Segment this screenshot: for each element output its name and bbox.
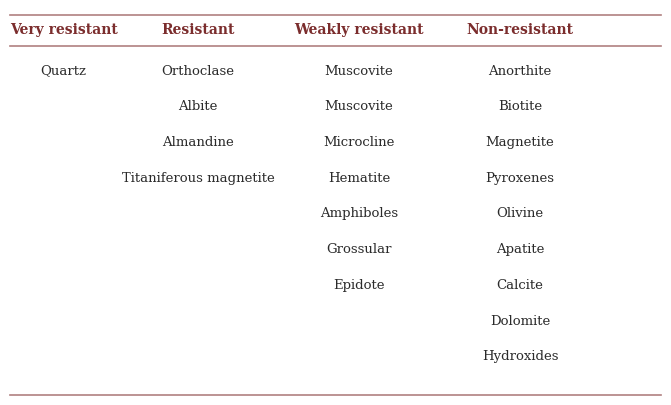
- Text: Muscovite: Muscovite: [325, 100, 393, 113]
- Text: Resistant: Resistant: [161, 23, 235, 37]
- Text: Titaniferous magnetite: Titaniferous magnetite: [121, 171, 274, 184]
- Text: Muscovite: Muscovite: [325, 64, 393, 77]
- Text: Non-resistant: Non-resistant: [466, 23, 574, 37]
- Text: Albite: Albite: [178, 100, 217, 113]
- Text: Grossular: Grossular: [326, 243, 392, 256]
- Text: Very resistant: Very resistant: [10, 23, 117, 37]
- Text: Magnetite: Magnetite: [486, 136, 554, 149]
- Text: Biotite: Biotite: [498, 100, 542, 113]
- Text: Hydroxides: Hydroxides: [482, 350, 558, 362]
- Text: Orthoclase: Orthoclase: [162, 64, 234, 77]
- Text: Almandine: Almandine: [162, 136, 234, 149]
- Text: Amphiboles: Amphiboles: [320, 207, 398, 220]
- Text: Anorthite: Anorthite: [488, 64, 552, 77]
- Text: Quartz: Quartz: [41, 64, 87, 77]
- Text: Pyroxenes: Pyroxenes: [486, 171, 554, 184]
- Text: Calcite: Calcite: [497, 278, 544, 291]
- Text: Microcline: Microcline: [323, 136, 395, 149]
- Text: Dolomite: Dolomite: [490, 314, 550, 327]
- Text: Olivine: Olivine: [497, 207, 544, 220]
- Text: Epidote: Epidote: [333, 278, 384, 291]
- Text: Hematite: Hematite: [328, 171, 390, 184]
- Text: Weakly resistant: Weakly resistant: [295, 23, 423, 37]
- Text: Apatite: Apatite: [496, 243, 544, 256]
